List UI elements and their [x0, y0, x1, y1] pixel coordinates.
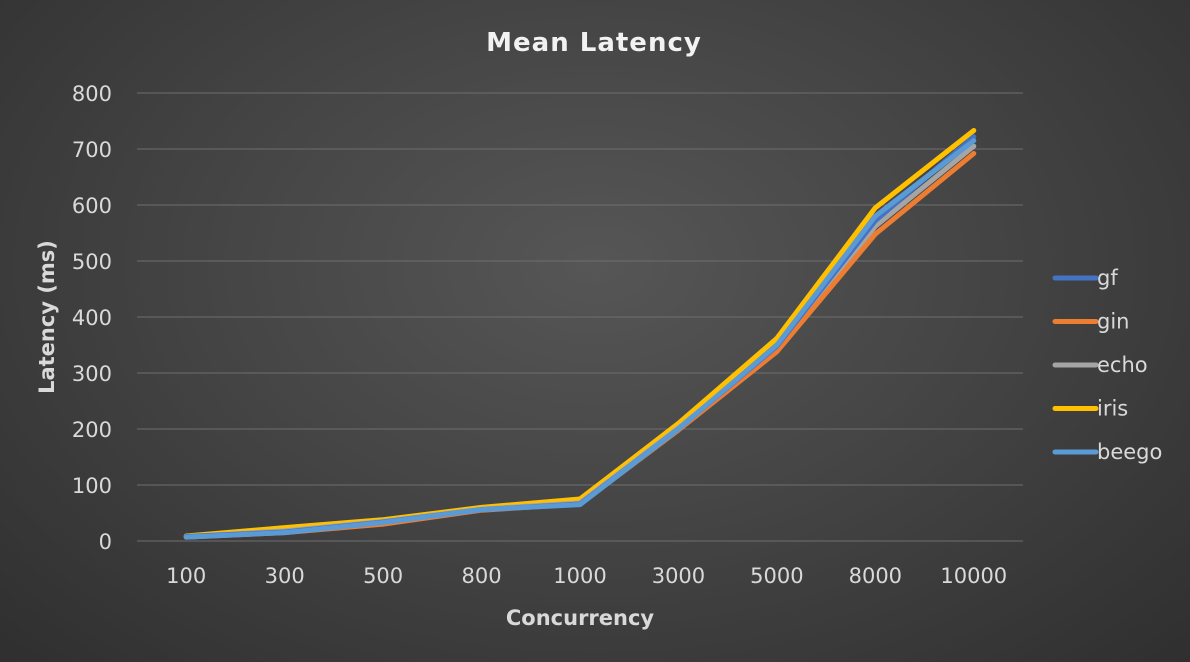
- legend-label-beego: beego: [1097, 440, 1162, 464]
- chart-title: Mean Latency: [486, 28, 702, 58]
- y-axis-ticks: 0 100 200 300 400 500 600 700 800: [72, 82, 112, 554]
- series-line-gf: [183, 134, 977, 539]
- x-tick-label: 800: [462, 564, 502, 588]
- y-tick-label: 700: [72, 138, 112, 162]
- x-axis-ticks: 100 300 500 800 1000 3000 5000 8000 10000: [166, 564, 1007, 588]
- x-tick-label: 5000: [750, 564, 803, 588]
- y-tick-label: 600: [72, 194, 112, 218]
- legend-label-echo: echo: [1097, 353, 1148, 377]
- x-axis-title: Concurrency: [506, 606, 655, 630]
- series-line-beego: [183, 138, 977, 540]
- y-tick-label: 400: [72, 306, 112, 330]
- x-tick-label: 8000: [849, 564, 902, 588]
- y-tick-label: 100: [72, 474, 112, 498]
- x-tick-label: 10000: [940, 564, 1007, 588]
- y-tick-label: 800: [72, 82, 112, 106]
- y-tick-label: 0: [99, 530, 112, 554]
- series-line-iris: [183, 128, 977, 539]
- x-tick-label: 100: [166, 564, 206, 588]
- x-tick-label: 1000: [553, 564, 606, 588]
- gridlines: [137, 92, 1023, 542]
- x-tick-label: 3000: [652, 564, 705, 588]
- legend-label-gf: gf: [1097, 266, 1118, 290]
- x-tick-label: 500: [363, 564, 403, 588]
- y-tick-label: 200: [72, 418, 112, 442]
- y-tick-label: 500: [72, 250, 112, 274]
- series-line-gin: [183, 151, 977, 540]
- y-axis-title: Latency (ms): [35, 240, 59, 394]
- legend: gf gin echo iris beego: [1052, 266, 1162, 464]
- x-tick-label: 300: [265, 564, 305, 588]
- legend-label-gin: gin: [1097, 310, 1129, 334]
- y-tick-label: 300: [72, 362, 112, 386]
- legend-label-iris: iris: [1097, 397, 1128, 421]
- series-lines: [183, 128, 977, 540]
